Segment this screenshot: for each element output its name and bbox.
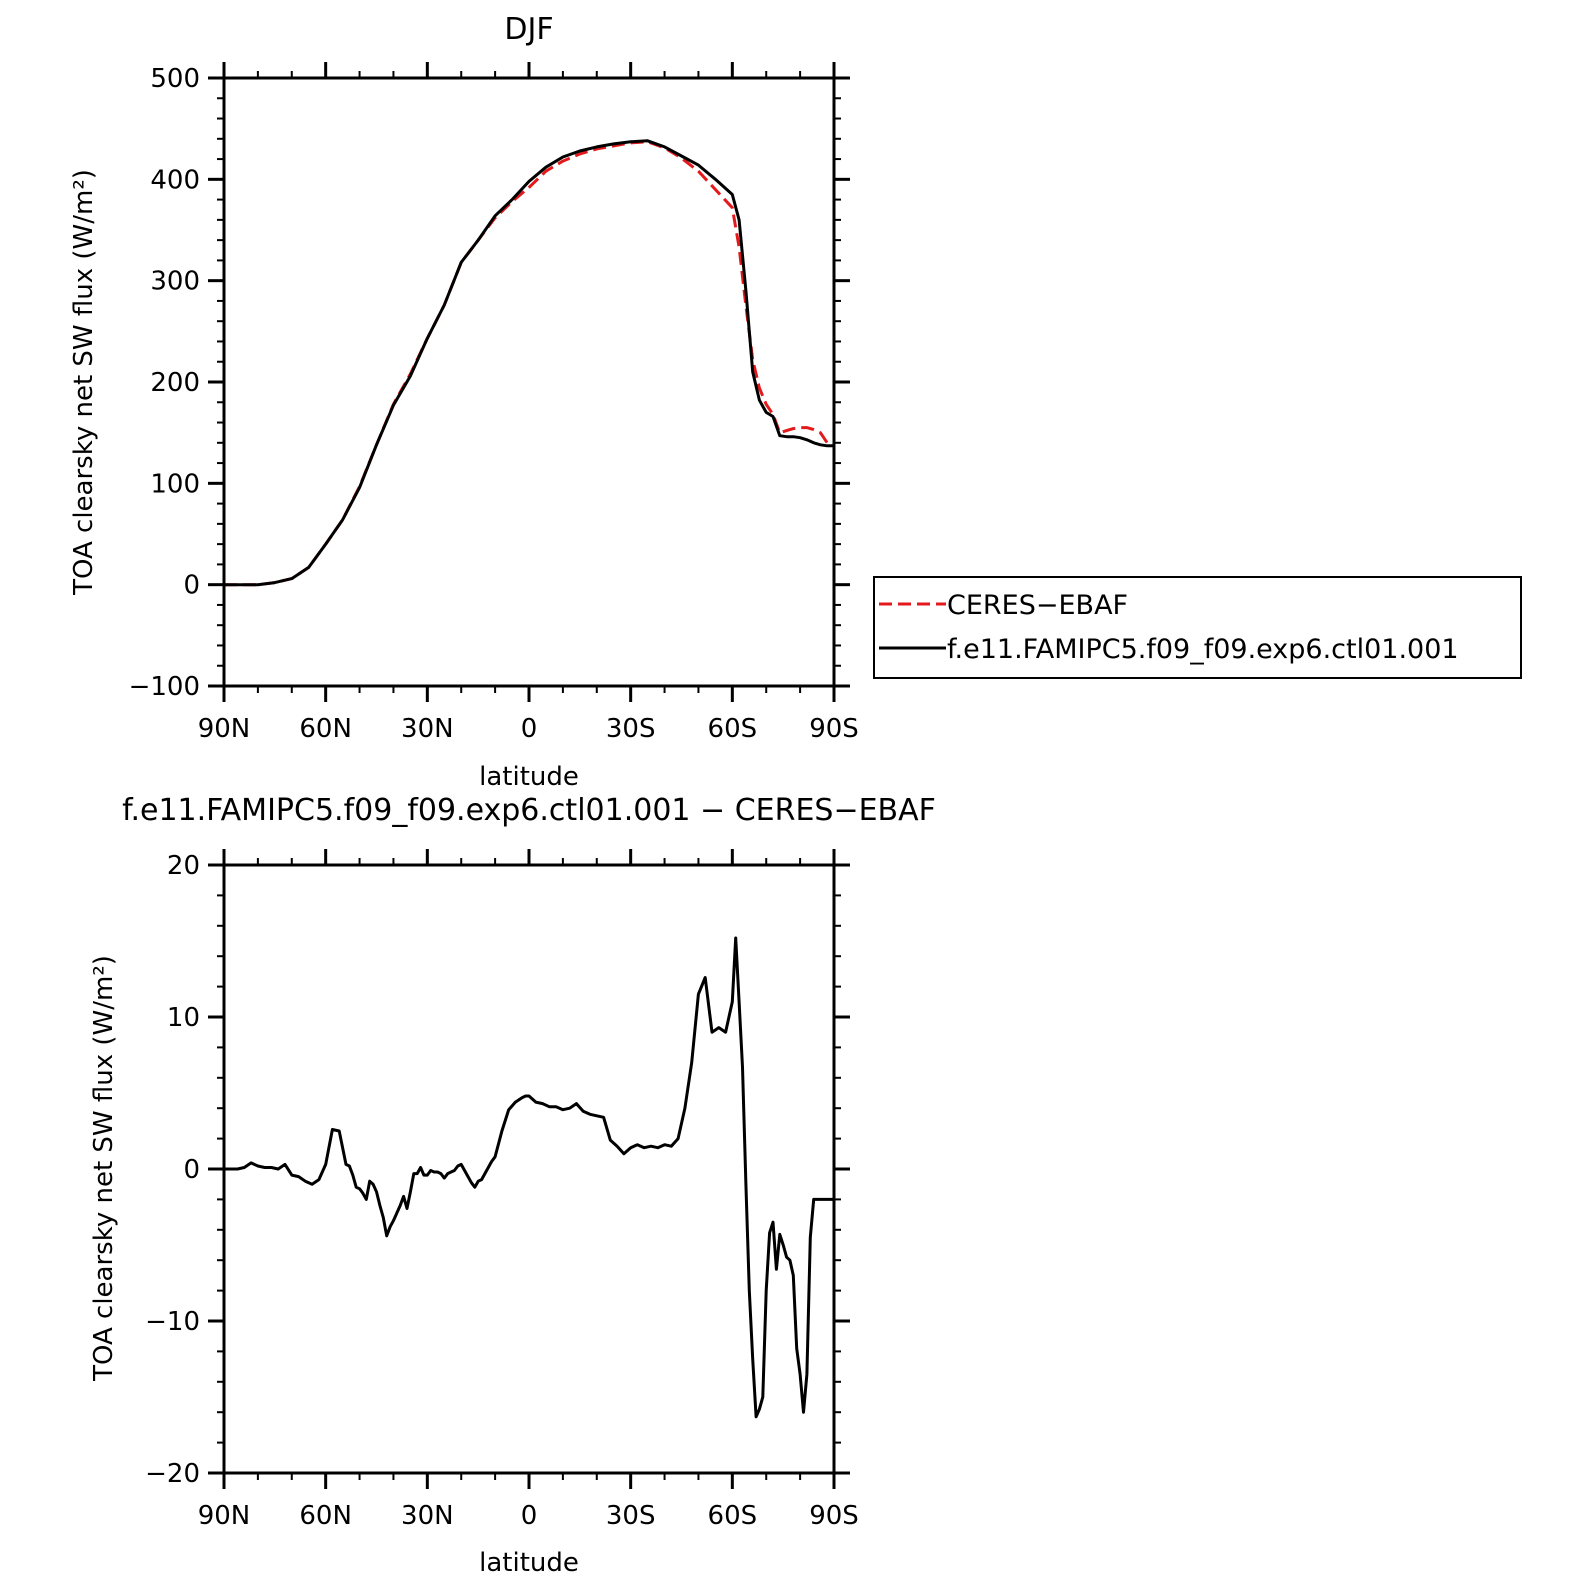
chart-top-xtick-label: 0 — [521, 714, 538, 744]
chart-bottom-xtick-label: 90N — [198, 1501, 251, 1531]
chart-bottom-ytick-label: −10 — [145, 1307, 200, 1337]
legend-label-model: f.e11.FAMIPC5.f09_f09.exp6.ctl01.001 — [947, 634, 1459, 665]
chart-bottom-xtick-label: 60N — [299, 1501, 352, 1531]
chart-bottom-xtick-label: 90S — [809, 1501, 859, 1531]
chart-bottom-ytick-label: 10 — [167, 1003, 200, 1033]
chart-bottom-xtick-label: 60S — [708, 1501, 758, 1531]
chart-bottom-title: f.e11.FAMIPC5.f09_f09.exp6.ctl01.001 − C… — [122, 793, 936, 828]
chart-top-title: DJF — [504, 12, 553, 47]
chart-bottom-series-line-0 — [224, 936, 834, 1419]
legend-label-ceres: CERES−EBAF — [947, 590, 1128, 621]
chart-top-series-line-0 — [224, 140, 835, 587]
chart-top-xtick-label: 90S — [809, 714, 859, 744]
chart-top-ytick-label: 500 — [150, 64, 200, 94]
chart-top-ytick-label: 300 — [150, 267, 200, 297]
chart-bottom-plot: f.e11.FAMIPC5.f09_f09.exp6.ctl01.001 − C… — [89, 793, 936, 1578]
chart-bottom-xlabel: latitude — [479, 1548, 579, 1578]
chart-bottom-series-group — [224, 936, 834, 1419]
chart-top-ytick-label: 0 — [183, 571, 200, 601]
chart-top-plot: DJF −100 0 100 200 300 400 500 90N 60N 30N 0 30S 60S… — [69, 12, 859, 792]
chart-top-xlabel: latitude — [479, 762, 579, 792]
chart-top-xtick-label: 60S — [708, 714, 758, 744]
chart-top-ylabel: TOA clearsky net SW flux (W/m²) — [69, 169, 99, 596]
chart-bottom-ytick-label: −20 — [145, 1459, 200, 1489]
chart-top-ytick-label: 200 — [150, 368, 200, 398]
chart-top-frame — [222, 76, 836, 688]
chart-bottom-xtick-label: 0 — [521, 1501, 538, 1531]
chart-top-xtick-label: 90N — [198, 714, 251, 744]
chart-bottom-xtick-label: 30N — [401, 1501, 454, 1531]
legend-box — [873, 576, 1522, 679]
chart-bottom-ticks: −20 −10 0 10 20 90N 60N 30N 0 30S 60S 90S — [145, 849, 859, 1531]
chart-top-ticks: −100 0 100 200 300 400 500 90N 60N 30N 0 30S 60S 90S — [129, 62, 859, 744]
chart-bottom-ytick-label: 20 — [167, 851, 200, 881]
chart-top-ytick-label: 400 — [150, 165, 200, 195]
chart-top-ytick-label: −100 — [129, 672, 200, 702]
chart-top-series-group — [224, 139, 835, 587]
chart-top-xtick-label: 30S — [606, 714, 656, 744]
chart-top-legend: CERES−EBAF f.e11.FAMIPC5.f09_f09.exp6.ct… — [873, 576, 1522, 679]
chart-top-xtick-label: 60N — [299, 714, 352, 744]
chart-bottom-ytick-label: 0 — [183, 1155, 200, 1185]
chart-top-series-line-1 — [224, 139, 834, 587]
chart-top-xtick-label: 30N — [401, 714, 454, 744]
chart-bottom-xtick-label: 30S — [606, 1501, 656, 1531]
chart-bottom-ylabel: TOA clearsky net SW flux (W/m²) — [89, 955, 119, 1382]
chart-bottom-frame — [222, 863, 836, 1475]
chart-top-ytick-label: 100 — [150, 469, 200, 499]
